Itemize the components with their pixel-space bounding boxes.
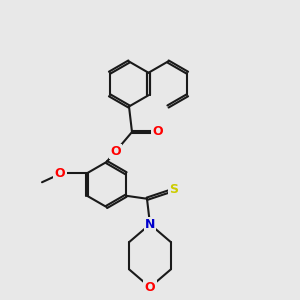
- Text: O: O: [110, 145, 121, 158]
- Text: O: O: [145, 281, 155, 294]
- Text: S: S: [169, 183, 178, 196]
- Text: N: N: [145, 218, 155, 231]
- Text: O: O: [55, 167, 65, 180]
- Text: O: O: [152, 125, 163, 139]
